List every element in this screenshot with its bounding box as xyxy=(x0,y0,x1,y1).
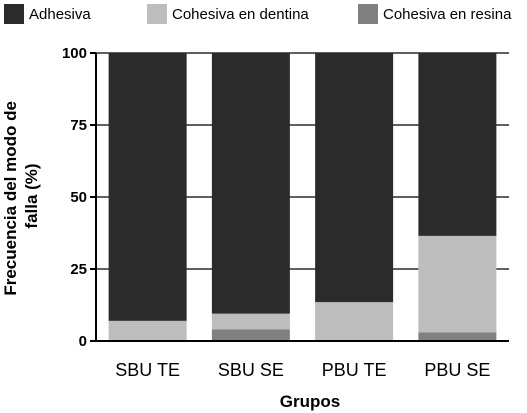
plot-area xyxy=(96,52,509,342)
legend-label-adhesiva: Adhesiva xyxy=(29,6,91,23)
x-tick-label: SBU SE xyxy=(218,360,284,380)
y-tick-label: 0 xyxy=(79,333,87,350)
y-axis-title: Frecuencia del modo de falla (%) xyxy=(1,96,41,295)
y-axis-title-line-2: falla (%) xyxy=(22,163,41,228)
bar-cohesiva-en-dentina xyxy=(108,320,187,341)
y-tick-label: 25 xyxy=(70,261,87,278)
y-axis: 0 25 50 75 100 xyxy=(62,45,97,350)
x-tick-label: PBU SE xyxy=(424,360,490,380)
y-tick-label: 75 xyxy=(70,117,87,134)
bar-cohesiva-en-dentina xyxy=(315,302,394,341)
bar-adhesiva xyxy=(108,53,187,321)
x-axis-title: Grupos xyxy=(280,392,340,411)
legend-label-cohesiva-en-resina: Cohesiva en resina xyxy=(383,6,512,23)
x-axis: SBU TE SBU SE PBU TE PBU SE xyxy=(96,340,509,380)
bar-cohesiva-en-dentina xyxy=(418,235,497,333)
legend-label-cohesiva-en-dentina: Cohesiva en dentina xyxy=(172,6,309,23)
y-tick-label: 100 xyxy=(62,45,87,62)
bar-adhesiva xyxy=(418,53,497,236)
bar-adhesiva xyxy=(211,53,290,314)
y-axis-title-line-1: Frecuencia del modo de xyxy=(1,101,20,296)
legend-swatch-cohesiva-en-resina xyxy=(358,4,378,24)
y-tick-label: 50 xyxy=(70,189,87,206)
x-tick-label: PBU TE xyxy=(322,360,387,380)
legend-swatch-adhesiva xyxy=(4,4,24,24)
bar-cohesiva-en-resina xyxy=(211,329,290,341)
bar-cohesiva-en-dentina xyxy=(211,313,290,330)
bar-cohesiva-en-resina xyxy=(418,332,497,341)
legend: Adhesiva Cohesiva en dentina Cohesiva en r… xyxy=(4,4,512,24)
legend-swatch-cohesiva-en-dentina xyxy=(147,4,167,24)
x-tick-label: SBU TE xyxy=(115,360,180,380)
bar-adhesiva xyxy=(315,53,394,303)
